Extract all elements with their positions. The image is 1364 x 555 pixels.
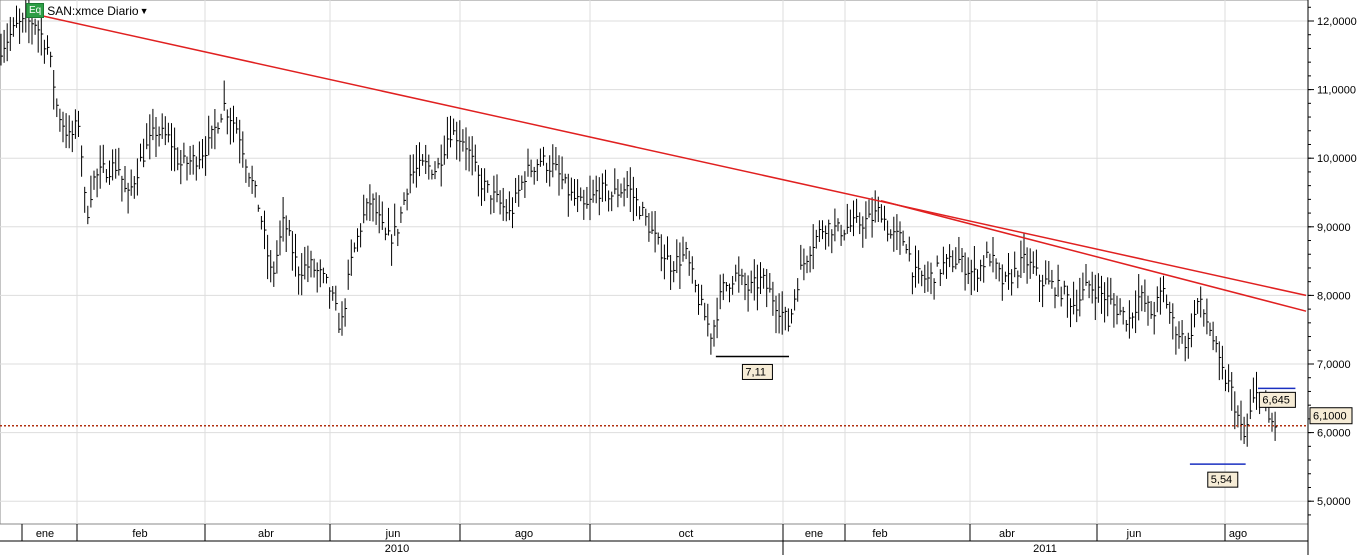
year-label: 2011	[1033, 543, 1057, 555]
month-label: ago	[1229, 528, 1247, 540]
last-price-label: 6,1000	[1313, 411, 1347, 423]
y-tick-label: 7,0000	[1317, 359, 1351, 371]
y-tick-label: 9,0000	[1317, 222, 1351, 234]
level-label: 6,645	[1262, 394, 1290, 406]
caret-down-icon[interactable]: ▼	[139, 5, 149, 16]
y-tick-label: 12,0000	[1317, 16, 1357, 28]
month-label: ago	[515, 528, 533, 540]
y-tick-label: 11,0000	[1317, 85, 1356, 97]
trendline	[34, 13, 1307, 297]
month-label: abr	[999, 528, 1015, 540]
equity-badge: Eq	[26, 3, 45, 18]
chart-title[interactable]: Eq SAN:xmce Diario ▼	[26, 3, 149, 18]
level-label-box	[1258, 391, 1296, 408]
y-tick-label: 10,0000	[1317, 153, 1357, 165]
trendline	[880, 200, 1307, 312]
year-label: 2010	[385, 543, 409, 555]
level-label: 7,11	[745, 366, 766, 378]
last-price-box	[1309, 407, 1353, 425]
month-label: jun	[1126, 528, 1142, 540]
month-label: ene	[805, 528, 823, 540]
month-label: jun	[385, 528, 401, 540]
plot-area	[0, 0, 1309, 525]
month-label: feb	[872, 528, 887, 540]
level-label-box	[1207, 471, 1239, 488]
month-label: feb	[132, 528, 147, 540]
y-tick-label: 8,0000	[1317, 290, 1351, 302]
y-tick-label: 6,0000	[1317, 428, 1351, 440]
month-label: ene	[36, 528, 54, 540]
month-label: abr	[258, 528, 274, 540]
y-tick-label: 5,0000	[1317, 496, 1351, 508]
symbol-label: SAN:xmce Diario	[47, 3, 139, 18]
level-label: 5,54	[1211, 474, 1232, 486]
month-label: oct	[679, 528, 694, 540]
level-label-box	[741, 363, 773, 380]
